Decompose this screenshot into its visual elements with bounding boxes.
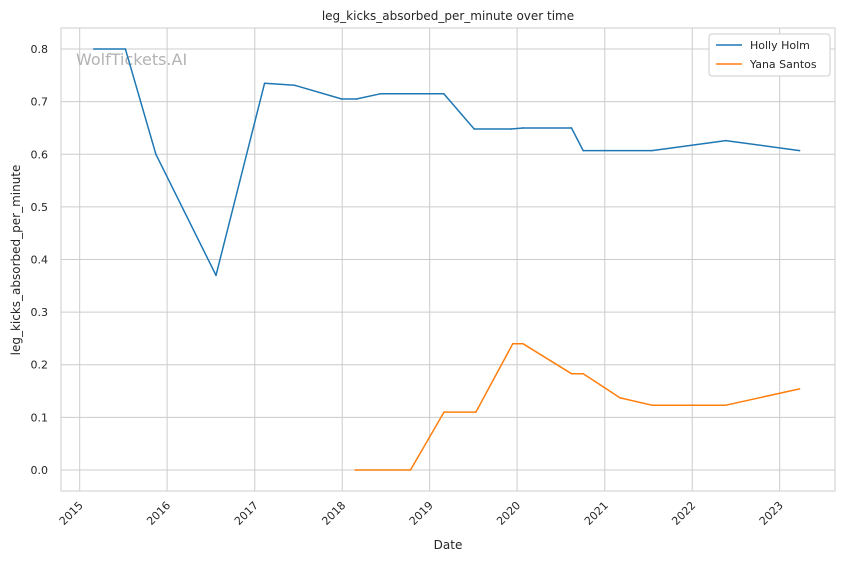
series-line-yana-santos [355, 342, 800, 471]
data-point [215, 274, 217, 277]
data-point [724, 404, 727, 407]
y-tick-label: 0.3 [31, 306, 49, 319]
data-point [443, 411, 445, 413]
legend: Holly Holm Yana Santos [708, 33, 831, 77]
data-point [522, 127, 524, 129]
data-point [379, 92, 382, 95]
data-point [340, 98, 343, 100]
data-point [93, 48, 95, 50]
data-point [511, 342, 514, 345]
y-axis-label: leg_kicks_absorbed_per_minute [9, 165, 23, 356]
data-point [651, 149, 653, 152]
data-point [294, 84, 296, 87]
data-point [522, 342, 524, 345]
data-point [619, 397, 621, 399]
y-tick-label: 0.5 [31, 201, 49, 214]
y-tick-label: 0.2 [31, 359, 49, 372]
data-point [582, 149, 585, 152]
y-tick-label: 0.8 [31, 43, 49, 56]
data-point [355, 98, 358, 100]
y-tick-label: 0.0 [31, 464, 49, 477]
y-tick-label: 0.6 [31, 148, 49, 161]
data-point [651, 404, 653, 407]
data-point [724, 139, 727, 142]
chart-title: leg_kicks_absorbed_per_minute over time [322, 9, 574, 23]
grid [61, 28, 835, 491]
data-point [155, 153, 157, 156]
y-tick-labels: 0.0 0.1 0.2 0.3 0.4 0.5 0.6 0.7 0.8 [31, 43, 49, 477]
data-point [124, 48, 127, 50]
y-tick-label: 0.1 [31, 411, 49, 424]
data-point [443, 92, 445, 95]
data-point [798, 388, 801, 390]
y-tick-label: 0.4 [31, 254, 49, 267]
data-point [510, 128, 512, 130]
data-point [473, 128, 476, 130]
data-point [263, 82, 266, 85]
data-point [354, 469, 356, 471]
legend-label: Yana Santos [749, 58, 817, 71]
watermark: WolfTickets.AI [76, 50, 187, 69]
data-point [570, 127, 573, 129]
legend-label: Holly Holm [750, 39, 810, 52]
data-point [570, 372, 573, 375]
data-point [582, 372, 585, 375]
data-point [475, 411, 477, 413]
y-tick-label: 0.7 [31, 96, 49, 109]
series-lines [93, 48, 801, 471]
data-point [409, 469, 412, 471]
x-axis-label: Date [434, 538, 463, 552]
series-line-holly-holm [93, 48, 800, 277]
plot-frame [60, 27, 836, 492]
data-point [798, 149, 801, 152]
